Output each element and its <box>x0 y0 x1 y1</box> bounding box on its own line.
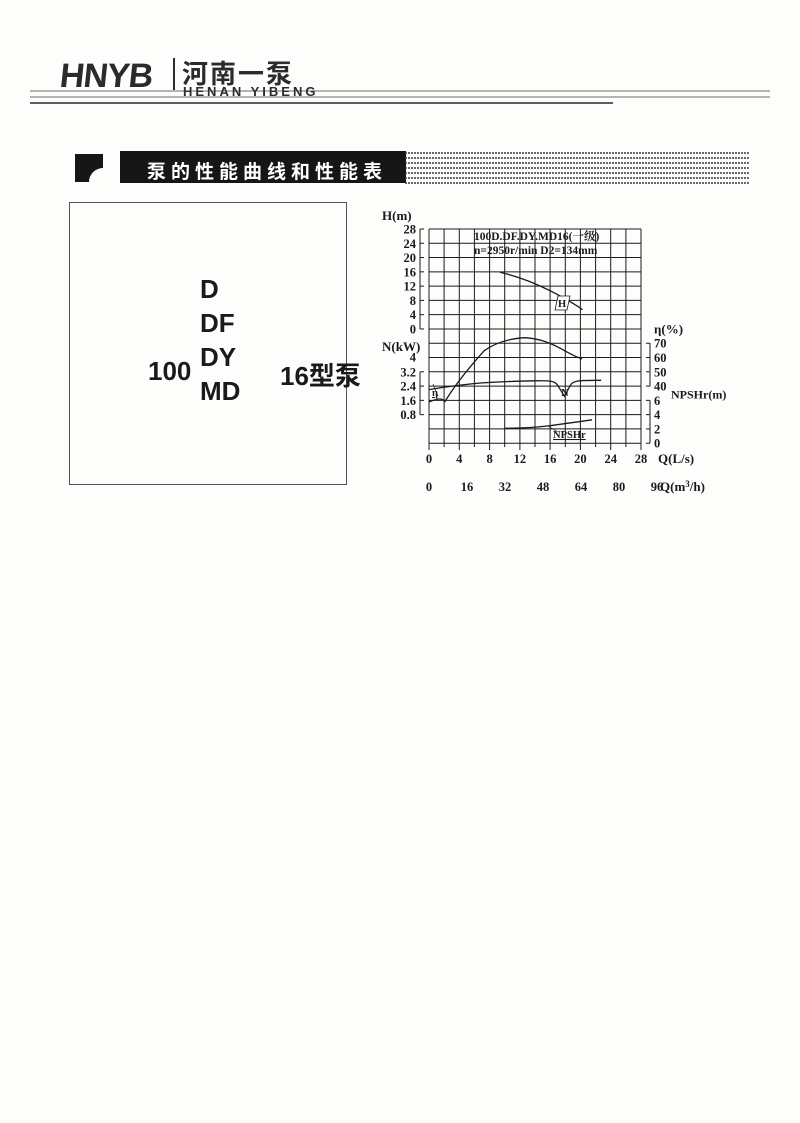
svg-text:2: 2 <box>654 422 660 436</box>
svg-text:Q(L/s): Q(L/s) <box>658 451 694 466</box>
svg-text:12: 12 <box>514 452 527 466</box>
svg-text:3.2: 3.2 <box>400 365 416 379</box>
svg-text:28: 28 <box>635 452 648 466</box>
svg-text:60: 60 <box>654 351 667 365</box>
svg-text:8: 8 <box>486 452 492 466</box>
svg-text:0: 0 <box>654 437 660 451</box>
svg-text:28: 28 <box>404 223 417 237</box>
svg-text:20: 20 <box>404 251 417 265</box>
svg-text:2.4: 2.4 <box>400 380 416 394</box>
svg-text:48: 48 <box>537 480 550 494</box>
svg-text:0.8: 0.8 <box>400 408 416 422</box>
svg-text:η(%): η(%) <box>654 322 683 337</box>
svg-text:16: 16 <box>461 480 474 494</box>
svg-text:4: 4 <box>456 452 463 466</box>
svg-text:20: 20 <box>574 452 587 466</box>
svg-text:4: 4 <box>654 408 661 422</box>
svg-text:16: 16 <box>544 452 557 466</box>
svg-text:4: 4 <box>410 308 417 322</box>
svg-text:24: 24 <box>604 452 617 466</box>
svg-text:80: 80 <box>613 480 626 494</box>
svg-text:16: 16 <box>404 265 417 279</box>
svg-text:70: 70 <box>654 337 667 351</box>
svg-text:0: 0 <box>426 452 432 466</box>
svg-text:H: H <box>558 299 566 310</box>
svg-text:50: 50 <box>654 365 667 379</box>
svg-text:Q(m3/h): Q(m3/h) <box>660 479 705 494</box>
svg-text:n=2950r/min D2=134mm: n=2950r/min D2=134mm <box>474 245 598 257</box>
svg-text:24: 24 <box>404 237 417 251</box>
svg-text:32: 32 <box>499 480 512 494</box>
svg-text:40: 40 <box>654 380 667 394</box>
svg-text:64: 64 <box>575 480 588 494</box>
svg-text:100D.DF.DY.MD16(一级): 100D.DF.DY.MD16(一级) <box>474 228 600 244</box>
svg-text:1.6: 1.6 <box>400 394 416 408</box>
svg-text:0: 0 <box>410 323 416 337</box>
svg-text:N(kW): N(kW) <box>382 339 420 354</box>
svg-text:12: 12 <box>404 280 417 294</box>
svg-text:0: 0 <box>426 480 432 494</box>
svg-text:6: 6 <box>654 394 660 408</box>
svg-text:H(m): H(m) <box>382 208 412 223</box>
svg-text:8: 8 <box>410 294 416 308</box>
svg-text:NPSHr(m): NPSHr(m) <box>671 388 726 402</box>
svg-text:N: N <box>561 388 569 399</box>
